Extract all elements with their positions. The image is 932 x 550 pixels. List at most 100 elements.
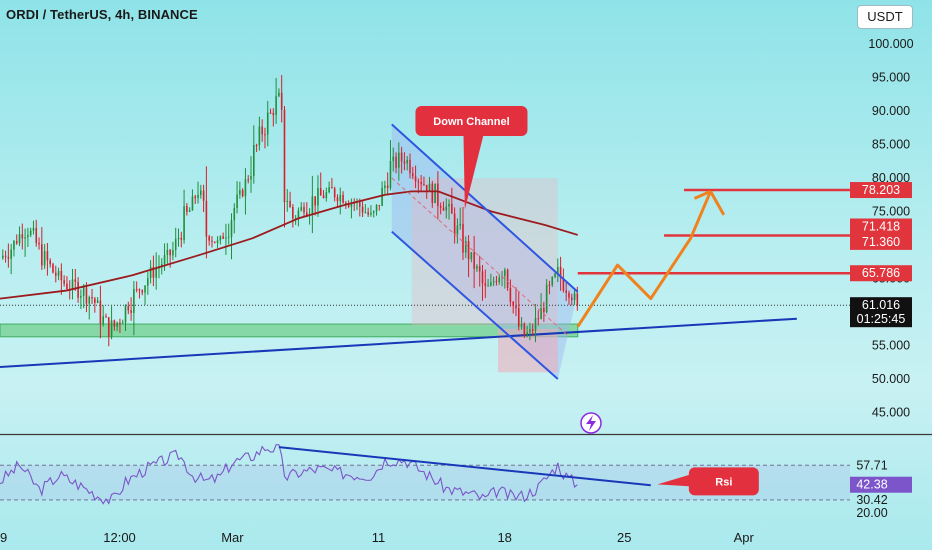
candle-87 [244, 179, 247, 197]
candle-26 [74, 279, 77, 282]
candle-33 [94, 298, 96, 303]
candle-159 [445, 206, 448, 211]
price-axis: 100.00095.00090.00085.00080.00075.00070.… [850, 37, 914, 520]
candle-42 [119, 322, 121, 324]
candle-20 [57, 270, 60, 276]
candle-106 [297, 210, 300, 218]
candle-145 [406, 159, 409, 164]
candle-96 [269, 112, 272, 114]
candle-134 [375, 204, 378, 212]
candle-177 [495, 281, 498, 283]
time-tick-label: Apr [734, 530, 755, 545]
candle-52 [147, 278, 149, 286]
candle-188 [526, 332, 528, 336]
price-tick-label: 45.000 [872, 406, 910, 420]
candle-48 [135, 289, 138, 291]
candle-99 [278, 92, 280, 97]
candle-30 [85, 287, 88, 304]
candle-12 [35, 227, 38, 243]
rsi-tick-label: 30.42 [856, 493, 887, 507]
candle-136 [381, 187, 383, 206]
candle-43 [121, 322, 124, 324]
price-tick-label: 75.000 [872, 205, 910, 219]
candle-161 [451, 203, 453, 214]
candle-78 [219, 236, 222, 241]
candle-148 [414, 176, 417, 182]
candle-181 [506, 269, 509, 288]
reward-zone [411, 178, 558, 326]
candle-192 [537, 318, 540, 320]
time-tick-label: 19 [0, 530, 7, 545]
time-tick-label: 11 [372, 530, 386, 545]
candle-180 [504, 269, 506, 276]
forecast-path [576, 190, 712, 328]
candle-205 [573, 293, 576, 300]
candle-10 [29, 230, 32, 236]
candle-141 [395, 156, 397, 168]
candle-168 [470, 252, 473, 260]
down-channel-callout [415, 106, 528, 137]
candle-189 [529, 329, 531, 333]
candle-182 [509, 287, 512, 302]
candle-201 [562, 278, 565, 291]
candle-71 [200, 190, 202, 195]
price-label-1: 71.418 [862, 219, 900, 233]
candle-81 [227, 236, 230, 238]
lightning-icon-bolt [586, 415, 596, 431]
candle-75 [211, 240, 213, 242]
candle-151 [423, 184, 425, 186]
candle-202 [565, 290, 567, 293]
time-tick-label: 18 [497, 530, 511, 545]
candle-72 [202, 190, 205, 201]
candle-84 [236, 194, 238, 208]
candle-14 [41, 244, 43, 266]
candle-19 [54, 272, 57, 276]
candle-91 [255, 145, 258, 147]
candle-80 [225, 237, 227, 239]
candle-185 [517, 308, 520, 327]
price-tick-label: 100.000 [868, 37, 913, 51]
candle-194 [543, 307, 545, 313]
price-tick-label: 95.000 [872, 71, 910, 85]
currency-button[interactable]: USDT [857, 5, 913, 29]
candle-112 [314, 196, 316, 206]
candle-28 [80, 295, 82, 298]
candle-191 [534, 318, 537, 331]
candle-108 [303, 206, 305, 213]
candle-22 [63, 280, 65, 284]
price-pane: Down Channel [0, 75, 891, 434]
price-label-box-1 [850, 218, 912, 235]
candle-86 [241, 190, 244, 197]
rsi-tick-label: 20.00 [856, 506, 887, 520]
candle-4 [13, 240, 15, 250]
candle-142 [398, 152, 400, 168]
candle-172 [481, 271, 484, 284]
candle-152 [425, 184, 428, 192]
candle-88 [247, 179, 250, 181]
channel-lower-line [391, 230, 559, 380]
candle-67 [188, 210, 191, 212]
candle-204 [570, 297, 573, 300]
candle-6 [18, 234, 21, 244]
candle-193 [540, 307, 542, 320]
candle-186 [520, 323, 523, 327]
candle-139 [389, 161, 392, 189]
candle-60 [169, 249, 171, 256]
time-tick-label: Mar [221, 530, 244, 545]
rsi-tick-label: 57.71 [856, 458, 887, 472]
rsi-trendline [278, 446, 651, 487]
candle-101 [283, 109, 286, 202]
candle-94 [264, 134, 266, 136]
candle-183 [512, 301, 514, 306]
price-tick-label: 80.000 [872, 171, 910, 185]
candle-62 [174, 239, 177, 251]
candle-162 [453, 213, 456, 235]
candle-77 [216, 240, 219, 243]
candle-13 [38, 242, 40, 245]
candle-51 [144, 285, 146, 293]
candle-147 [411, 173, 414, 177]
candle-121 [339, 194, 342, 202]
candle-95 [266, 112, 269, 135]
candle-153 [428, 183, 431, 192]
